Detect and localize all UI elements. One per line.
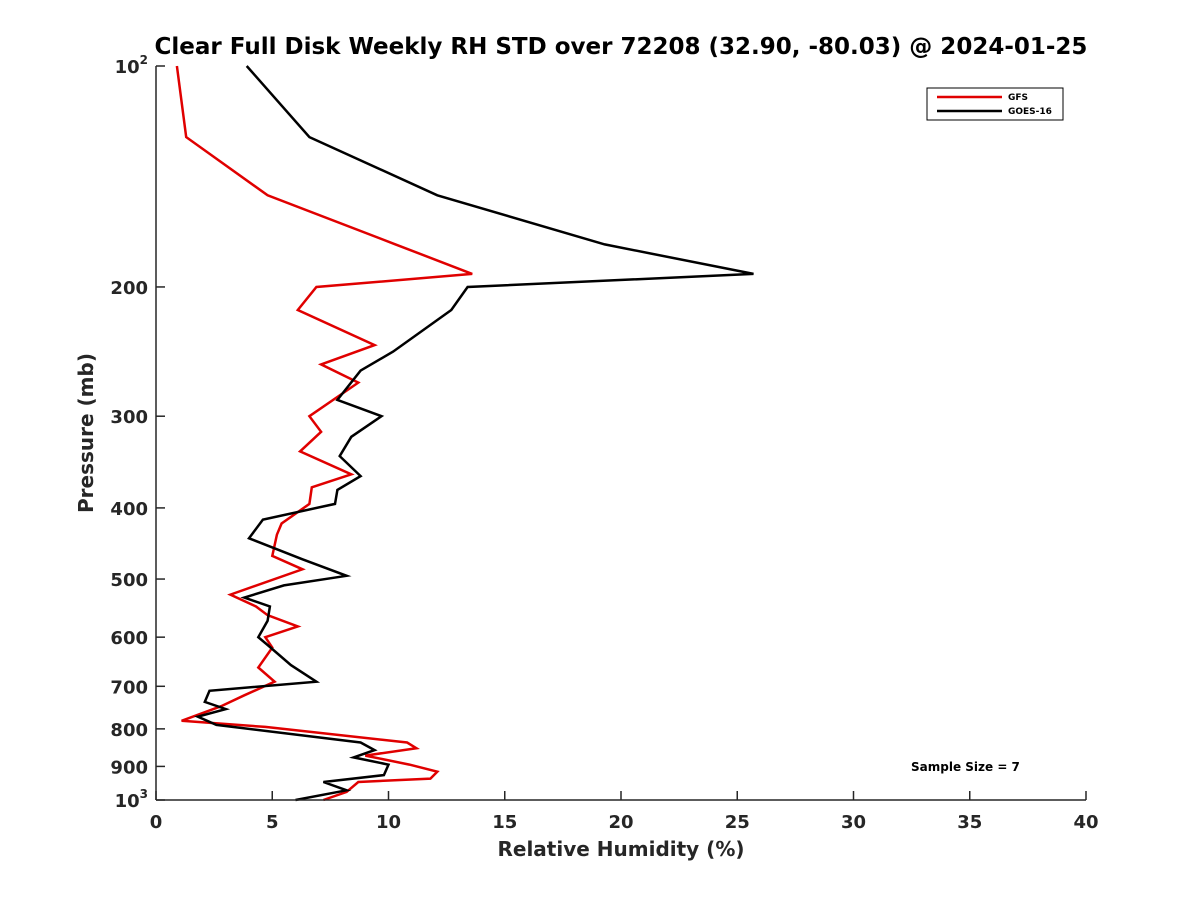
x-tick-label: 20	[608, 812, 633, 833]
y-axis-label: Pressure (mb)	[74, 353, 98, 513]
y-tick-label: 103	[115, 787, 148, 812]
axes	[155, 66, 1086, 801]
series-line-goes-16	[194, 65, 754, 802]
x-tick-label: 15	[492, 812, 517, 833]
y-tick-label: 600	[110, 628, 148, 649]
legend-box	[926, 87, 1064, 121]
y-tick-label: 102	[115, 53, 148, 78]
x-tick-label: 35	[957, 812, 982, 833]
y-tick-label: 200	[110, 278, 148, 299]
chart-title: Clear Full Disk Weekly RH STD over 72208…	[155, 34, 1088, 60]
x-tick-label: 10	[376, 812, 401, 833]
y-tick-label: 900	[110, 757, 148, 778]
x-tick-label: 25	[725, 812, 750, 833]
y-axis-ticks: 102 200 300 400 500 600 700 800 900 103	[110, 53, 165, 812]
y-tick-label: 700	[110, 677, 148, 698]
y-tick-label: 500	[110, 570, 148, 591]
series-line-gfs	[175, 65, 473, 802]
legend: GFS GOES-16	[926, 87, 1064, 121]
x-axis-ticks: 0 5 10 15 20 25 30 35 40	[150, 791, 1099, 833]
x-tick-label: 5	[266, 812, 279, 833]
x-tick-label: 0	[150, 812, 163, 833]
x-axis-label: Relative Humidity (%)	[497, 837, 744, 861]
legend-label-gfs: GFS	[1008, 93, 1028, 103]
legend-label-goes-16: GOES-16	[1008, 107, 1052, 117]
series-layer	[175, 65, 754, 802]
y-tick-label: 800	[110, 720, 148, 741]
sample-size-annotation: Sample Size = 7	[911, 760, 1020, 774]
x-tick-label: 30	[841, 812, 866, 833]
y-tick-label: 300	[110, 407, 148, 428]
x-tick-label: 40	[1073, 812, 1098, 833]
y-tick-label: 400	[110, 499, 148, 520]
